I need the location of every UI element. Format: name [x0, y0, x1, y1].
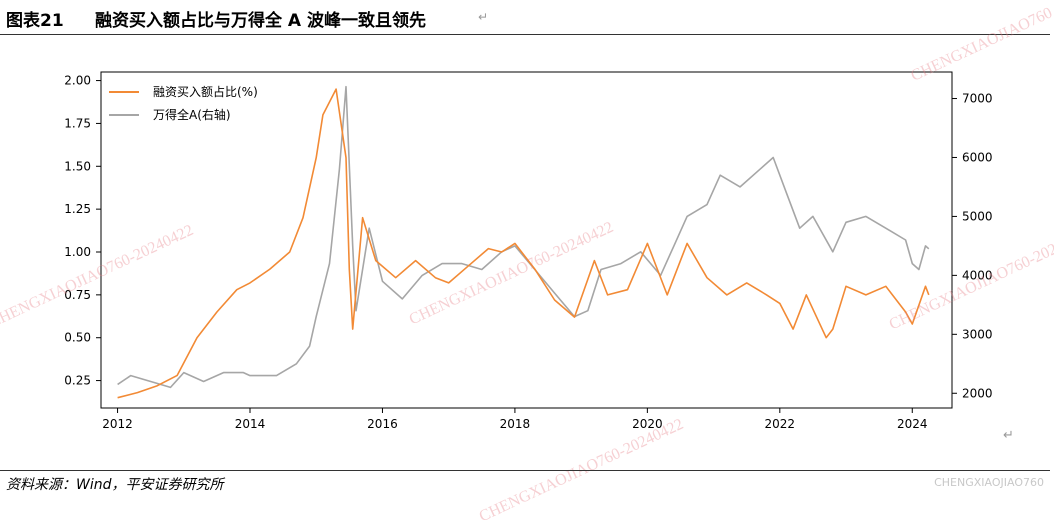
return-mark-icon: ↵ [1003, 428, 1014, 443]
figure-number: 图表21 [6, 11, 64, 31]
y-ticks-right: 2000 3000 4000 5000 6000 7000 [952, 92, 993, 400]
x-tick-label: 2016 [367, 417, 398, 431]
y-left-tick-label: 1.25 [64, 202, 91, 216]
series-lines [117, 85, 930, 399]
y-left-tick-label: 1.00 [64, 245, 91, 259]
corner-watermark: CHENGXIAOJIAO760 [934, 476, 1044, 489]
x-ticks: 2012 2014 2016 2018 2020 2022 2024 [102, 408, 928, 431]
y-left-tick-label: 0.50 [64, 331, 91, 345]
y-left-tick-label: 1.75 [64, 116, 91, 130]
plot-frame [100, 71, 953, 409]
y-right-tick-label: 5000 [962, 209, 993, 223]
y-ticks-left: 0.25 0.50 0.75 1.00 1.25 1.50 1.75 2.00 [64, 74, 101, 388]
y-left-tick-label: 0.75 [64, 288, 91, 302]
x-tick-label: 2024 [897, 417, 928, 431]
series-line-wind-a [117, 85, 930, 389]
top-rule [0, 34, 1050, 35]
source-note: 资料来源：Wind，平安证券研究所 [6, 477, 224, 493]
y-left-tick-label: 0.25 [64, 374, 91, 388]
figure-title: 融资买入额占比与万得全 A 波峰一致且领先 [95, 11, 426, 31]
chart: 2012 2014 2016 2018 2020 2022 2024 0.25 0.50 0.7… [64, 71, 993, 431]
y-right-tick-label: 3000 [962, 327, 993, 341]
x-tick-label: 2022 [765, 417, 796, 431]
return-mark-icon: ↵ [478, 10, 489, 24]
bottom-rule [0, 470, 1050, 471]
y-right-tick-label: 2000 [962, 386, 993, 400]
x-tick-label: 2020 [632, 417, 663, 431]
x-tick-label: 2014 [235, 417, 266, 431]
legend-label: 融资买入额占比(%) [153, 84, 258, 99]
y-right-tick-label: 7000 [962, 92, 993, 106]
figure-header: 图表21 融资买入额占比与万得全 A 波峰一致且领先 ↵ [0, 0, 1054, 36]
legend-label: 万得全A(右轴) [153, 107, 231, 122]
y-right-tick-label: 4000 [962, 268, 993, 282]
x-tick-label: 2018 [500, 417, 531, 431]
y-left-tick-label: 1.50 [64, 159, 91, 173]
y-right-tick-label: 6000 [962, 150, 993, 164]
series-line-margin-ratio [117, 88, 930, 399]
x-tick-label: 2012 [102, 417, 133, 431]
y-left-tick-label: 2.00 [64, 74, 91, 88]
legend: 融资买入额占比(%) 万得全A(右轴) [109, 84, 258, 122]
